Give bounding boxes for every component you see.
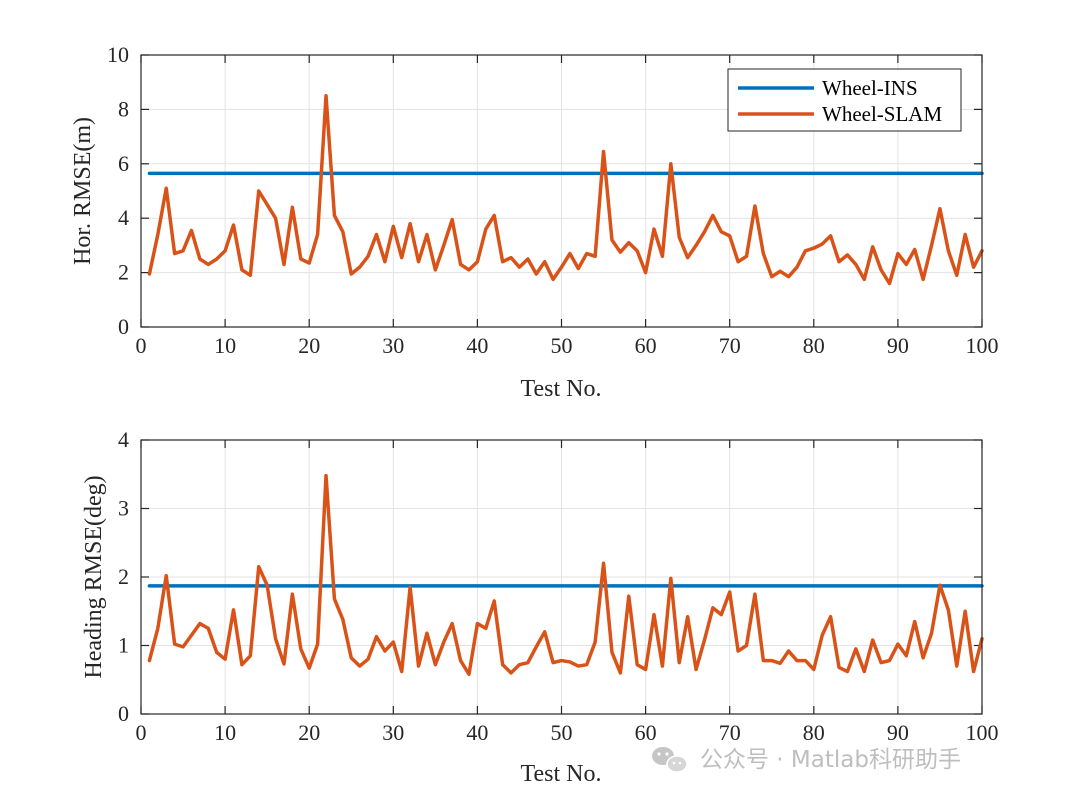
y-tick-labels-top: 0 2 4 6 8 10	[107, 42, 129, 339]
ticks-top	[140, 54, 983, 328]
axes-frame-top	[140, 54, 983, 328]
x-tick-label: 60	[635, 333, 657, 358]
y-axis-label-bottom: Heading RMSE(deg)	[81, 475, 107, 678]
x-tick-labels-top: 0 10 20 30 40 50 60 70 80 90 100	[136, 333, 999, 358]
y-tick-label: 10	[107, 42, 129, 67]
legend-label-wheel-ins: Wheel-INS	[822, 76, 918, 100]
wechat-icon	[652, 747, 688, 773]
x-tick-label: 100	[966, 720, 999, 745]
x-tick-label: 0	[136, 720, 147, 745]
x-tick-label: 50	[551, 720, 573, 745]
watermark: 公众号 · Matlab科研助手	[652, 747, 961, 773]
y-axis-label-top: Hor. RMSE(m)	[70, 117, 96, 265]
x-tick-label: 80	[803, 333, 825, 358]
y-tick-label: 3	[118, 496, 129, 521]
x-tick-label: 10	[214, 720, 236, 745]
y-tick-label: 8	[118, 96, 129, 121]
series-top	[147, 94, 984, 286]
x-tick-label: 40	[466, 720, 488, 745]
y-tick-label: 4	[118, 427, 129, 452]
x-axis-label-bottom: Test No.	[521, 761, 602, 787]
x-tick-label: 80	[803, 720, 825, 745]
y-tick-label: 0	[118, 701, 129, 726]
y-tick-label: 2	[118, 260, 129, 285]
series-line-wheel-slam	[147, 94, 984, 286]
x-tick-label: 40	[466, 333, 488, 358]
axes-frame-bottom	[140, 439, 983, 715]
x-tick-label: 70	[719, 720, 741, 745]
y-tick-label: 6	[118, 151, 129, 176]
series-line-wheel-slam	[147, 473, 984, 677]
y-tick-label: 4	[118, 205, 129, 230]
x-axis-label-top: Test No.	[521, 376, 602, 402]
x-tick-label: 50	[551, 333, 573, 358]
subplot-heading-rmse: 0 10 20 30 40 50 60 70 80 90 100 0 1 2 3 4 Test No. He…	[81, 427, 999, 787]
x-tick-label: 30	[382, 333, 404, 358]
legend-box	[727, 68, 962, 132]
series-bottom	[147, 473, 984, 677]
x-tick-label: 30	[382, 720, 404, 745]
x-tick-label: 20	[298, 333, 320, 358]
x-tick-label: 90	[887, 333, 909, 358]
x-tick-label: 20	[298, 720, 320, 745]
legend-label-wheel-slam: Wheel-SLAM	[822, 102, 942, 126]
y-tick-labels-bottom: 0 1 2 3 4	[118, 427, 129, 726]
x-tick-label: 10	[214, 333, 236, 358]
x-tick-label: 100	[966, 333, 999, 358]
y-tick-label: 0	[118, 314, 129, 339]
legend: Wheel-INS Wheel-SLAM	[727, 68, 962, 132]
x-tick-label: 0	[136, 333, 147, 358]
x-tick-label: 60	[635, 720, 657, 745]
x-tick-label: 70	[719, 333, 741, 358]
x-tick-labels-bottom: 0 10 20 30 40 50 60 70 80 90 100	[136, 720, 999, 745]
watermark-text: 公众号 · Matlab科研助手	[700, 747, 961, 773]
x-tick-label: 90	[887, 720, 909, 745]
y-tick-label: 2	[118, 564, 129, 589]
y-tick-label: 1	[118, 633, 129, 658]
